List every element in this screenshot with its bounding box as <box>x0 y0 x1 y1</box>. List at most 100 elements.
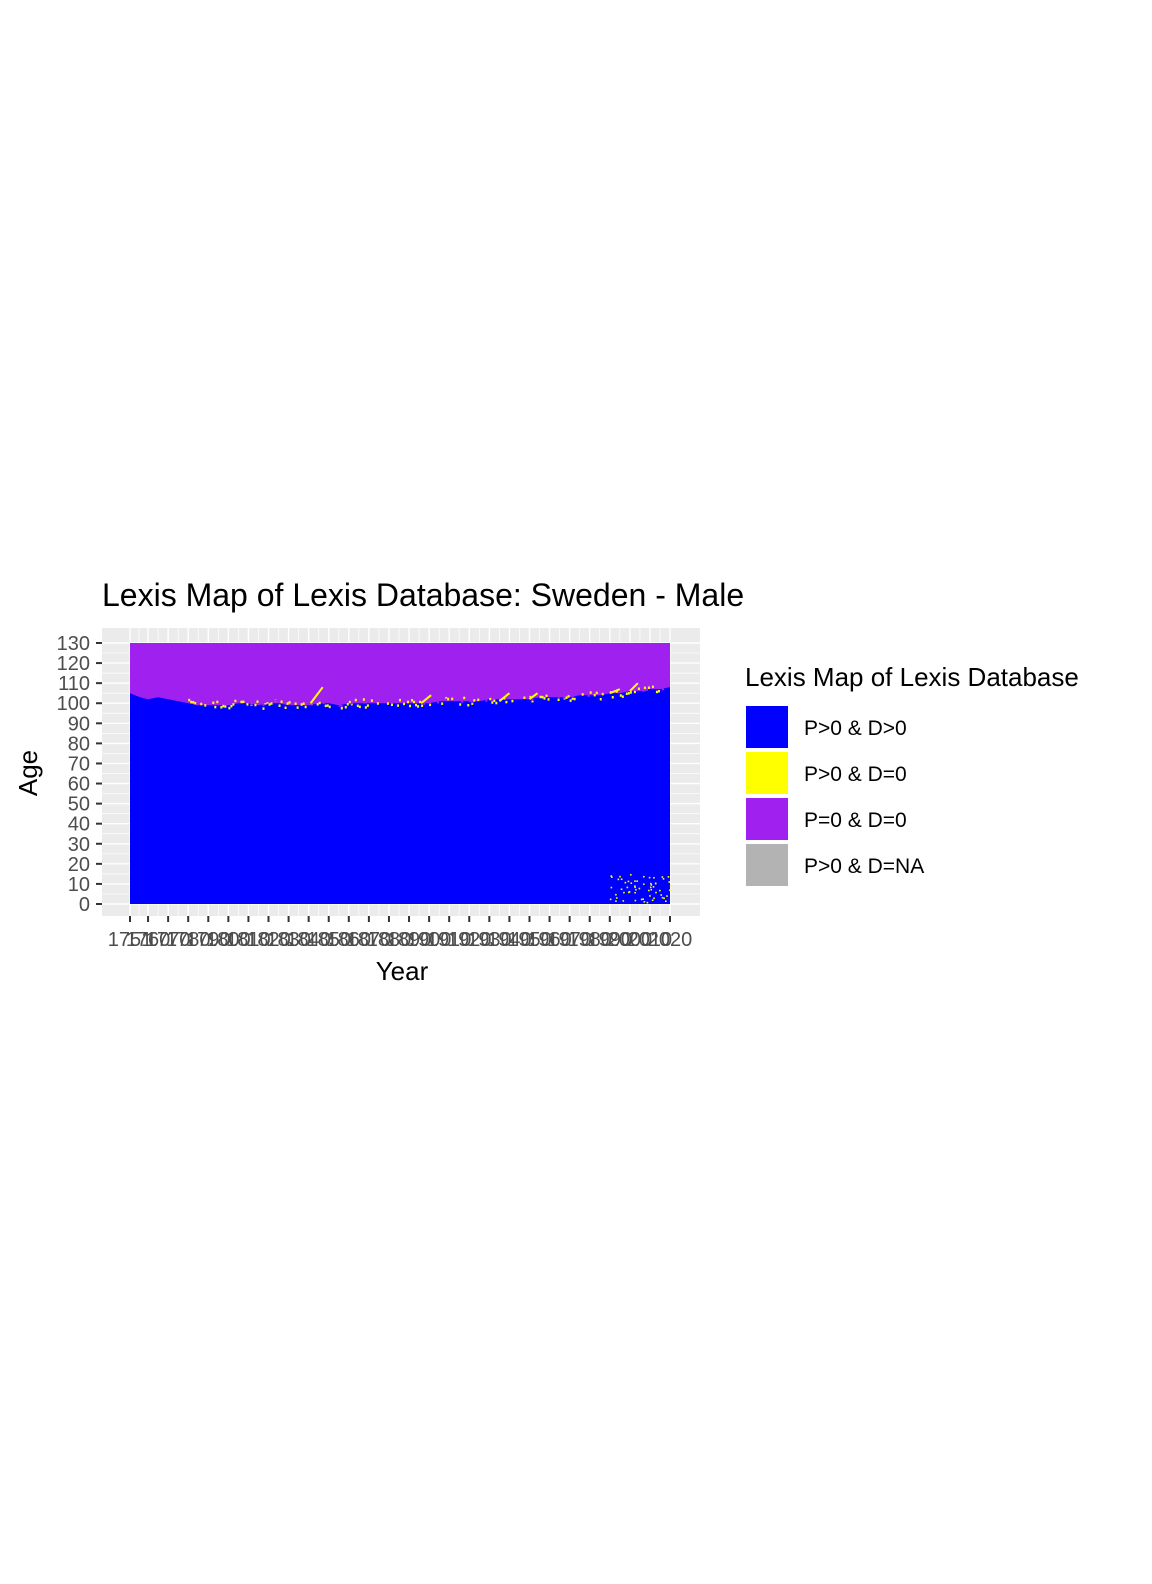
x-tick-label: 1930 <box>467 929 512 951</box>
y-tick-label: 0 <box>79 894 90 916</box>
tile-p-pos-d0 <box>358 705 361 709</box>
tile-p-pos-d0 <box>344 705 347 709</box>
y-tick-label: 80 <box>68 733 90 755</box>
x-tick-label: 1860 <box>327 929 372 951</box>
tile-p0-d0 <box>270 699 273 702</box>
tile-p-pos-d0 <box>523 696 526 700</box>
tile-p-pos-d0 <box>441 702 444 705</box>
tile-p0-d0 <box>449 697 452 700</box>
y-tick-label: 40 <box>68 814 90 836</box>
tile-p-pos-d0 <box>617 878 620 881</box>
tile-p-pos-d0 <box>589 691 592 694</box>
tile-p-pos-d0 <box>621 695 624 698</box>
tile-p-pos-d0 <box>256 700 259 703</box>
x-tick-label: 1940 <box>487 929 532 951</box>
tile-p-pos-d0 <box>595 691 598 695</box>
tile-p-pos-d0 <box>557 698 560 702</box>
tile-p-pos-d0 <box>610 886 613 889</box>
tile-p-pos-d0 <box>652 886 655 888</box>
tile-p0-d0 <box>425 699 428 702</box>
tile-p0-d0 <box>661 688 664 691</box>
tile-p-pos-d0 <box>619 694 622 697</box>
tile-p-pos-d0 <box>302 702 305 705</box>
tile-p-pos-d0 <box>620 878 623 881</box>
tile-p-pos-d0 <box>643 901 646 903</box>
x-tick-label: 1920 <box>447 929 492 951</box>
tile-p-pos-d0 <box>627 880 630 883</box>
tile-p-pos-d0 <box>396 704 399 707</box>
tile-diagonal-p-pos-d0 <box>609 688 621 695</box>
tile-p-pos-d0 <box>634 886 636 889</box>
tile-p-pos-d0 <box>346 702 349 706</box>
tile-p0-d0 <box>491 698 494 701</box>
tile-p-pos-d0 <box>296 706 299 709</box>
tile-p-pos-d0 <box>653 897 655 900</box>
x-tick-label: 2000 <box>608 929 653 951</box>
legend-label: P>0 & D=NA <box>804 855 924 878</box>
tile-p-pos-d0 <box>370 699 373 702</box>
x-axis: 1751176017701780179018001810182018301840… <box>108 916 692 951</box>
x-tick-label: 1950 <box>507 929 552 951</box>
tile-p-pos-d0 <box>194 701 197 705</box>
plot-panel <box>102 628 700 916</box>
tile-p-pos-d0 <box>386 702 389 705</box>
tile-p-pos-d0 <box>565 696 568 699</box>
tile-p-pos-d0 <box>650 884 653 886</box>
tile-p-pos-d0 <box>340 706 343 710</box>
tile-p0-d0 <box>250 703 253 706</box>
tile-p0-d0 <box>364 701 367 704</box>
x-tick-label: 1780 <box>166 929 211 951</box>
tile-p-pos-d0 <box>611 696 614 699</box>
tile-p0-d0 <box>469 699 472 702</box>
y-tick-label: 10 <box>68 874 90 896</box>
y-tick-label: 90 <box>68 713 90 735</box>
tile-diagonal-p-pos-d0 <box>498 692 511 703</box>
tile-p-pos-d0 <box>543 697 546 700</box>
tile-p-pos-d0 <box>362 698 365 701</box>
tile-p0-d0 <box>248 699 251 702</box>
tile-p-pos-d0 <box>623 891 625 894</box>
tile-p-pos-d0 <box>190 700 193 704</box>
tile-p0-d0 <box>457 698 460 701</box>
tile-p0-d0 <box>278 700 281 703</box>
tile-p-pos-d0 <box>648 876 651 879</box>
tile-p0-d0 <box>485 699 488 702</box>
tile-p-pos-d0 <box>278 704 281 707</box>
x-tick-label: 1970 <box>547 929 592 951</box>
tile-p-pos-d0 <box>567 695 570 698</box>
heatmap-tiles <box>130 643 672 904</box>
y-tick-label: 70 <box>68 753 90 775</box>
tile-p-pos-d0 <box>204 704 207 707</box>
tile-p-pos-d0 <box>403 702 406 706</box>
tile-diagonal-p-pos-d0 <box>420 694 432 705</box>
tile-p-pos-d0 <box>650 882 652 885</box>
tile-p-pos-d0 <box>653 876 655 879</box>
y-tick-label: 20 <box>68 854 90 876</box>
tile-p-pos-d0 <box>328 705 331 709</box>
x-tick-label: 1990 <box>588 929 633 951</box>
x-tick-label: 1880 <box>367 929 412 951</box>
tile-p-pos-d0 <box>268 703 271 706</box>
tile-p0-d0 <box>344 701 347 704</box>
y-tick-label: 50 <box>68 794 90 816</box>
tile-p-pos-d0 <box>262 707 265 710</box>
tile-p-pos-d0 <box>654 882 657 885</box>
tile-p-pos-d0 <box>254 703 257 707</box>
tile-p0-d0 <box>571 695 574 698</box>
tile-p-pos-d0 <box>642 883 645 886</box>
tile-p-pos-d0 <box>495 701 498 705</box>
tile-p-pos-d0 <box>224 705 227 708</box>
tile-p-pos-d0 <box>473 699 476 702</box>
y-tick-label: 60 <box>68 774 90 796</box>
tile-p-pos-d0 <box>620 888 623 891</box>
tile-p0-d0 <box>423 702 426 705</box>
tile-p-pos-d0 <box>642 875 645 878</box>
tile-p-pos-d0 <box>657 689 660 693</box>
x-tick-label: 2010 <box>628 929 673 951</box>
tile-p-pos-d0 <box>445 696 448 700</box>
legend-label: P=0 & D=0 <box>804 809 907 832</box>
tile-p-pos-d0 <box>601 692 604 696</box>
tile-p-pos-d0 <box>294 702 297 705</box>
tile-p-pos-d0 <box>415 703 418 707</box>
